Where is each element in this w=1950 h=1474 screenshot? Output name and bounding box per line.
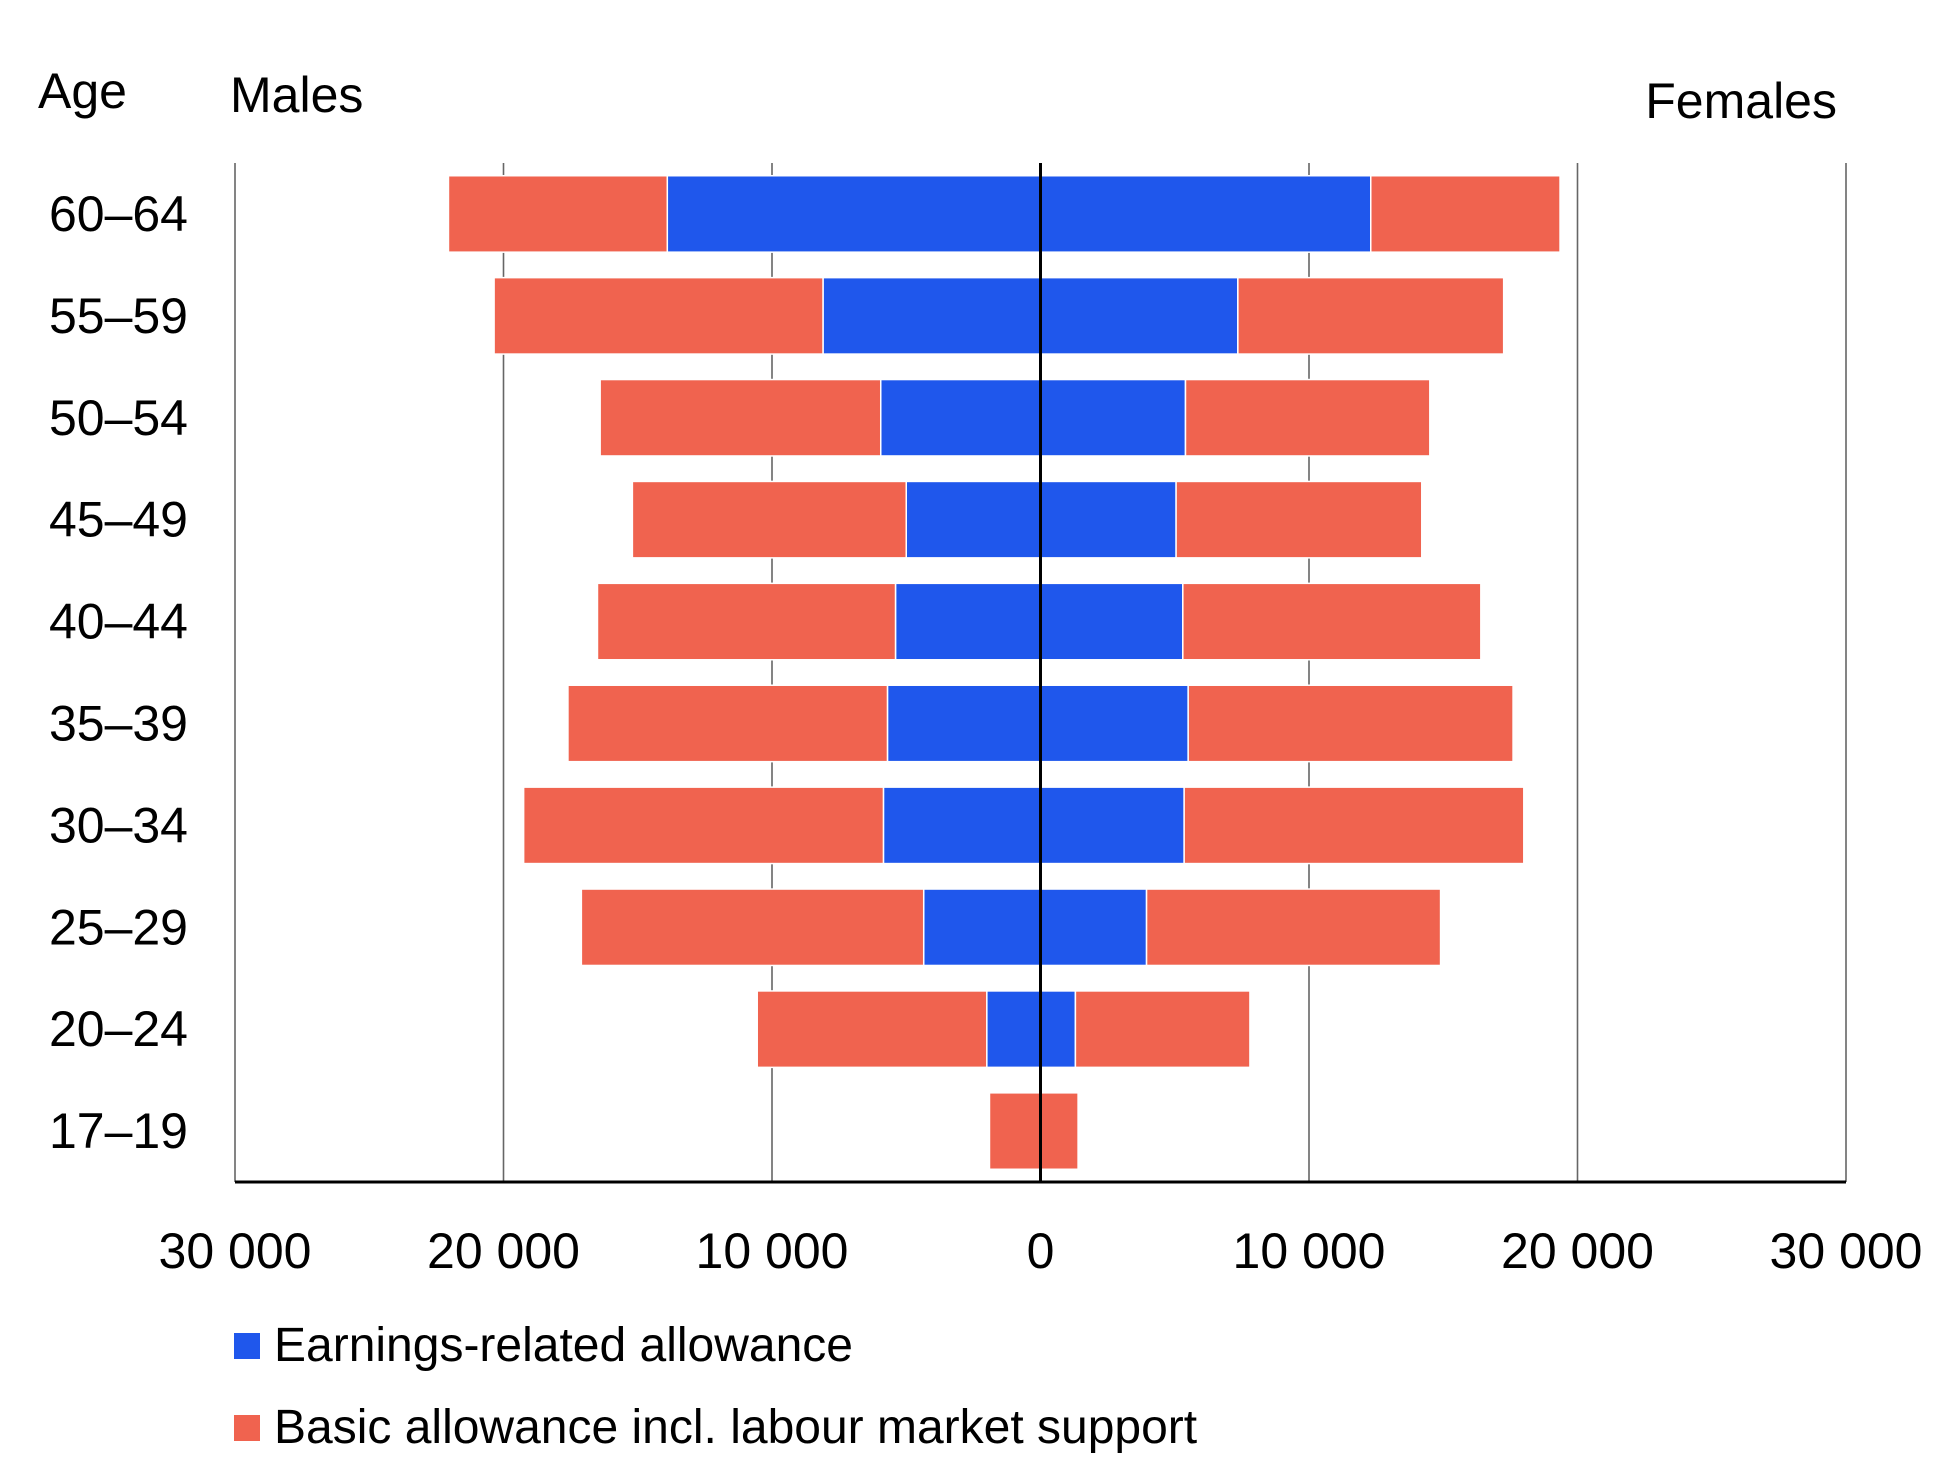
- legend-swatch-blue: [234, 1332, 260, 1359]
- legend-label: Earnings-related allowance: [274, 1319, 853, 1372]
- y-tick-label: 35–39: [49, 695, 188, 751]
- bar-female-earnings: [1039, 480, 1177, 559]
- bar-male-basic: [580, 888, 925, 967]
- x-tick-label: 10 000: [1233, 1223, 1386, 1279]
- bar-male-earnings: [986, 990, 1042, 1069]
- y-tick-label: 25–29: [49, 899, 188, 955]
- bar-female-earnings: [1039, 276, 1239, 355]
- bar-male-basic: [599, 378, 882, 457]
- bar-male-earnings: [882, 786, 1042, 865]
- x-tick-label: 20 000: [427, 1223, 580, 1279]
- bar-male-basic: [988, 1092, 1042, 1171]
- left-title-males: Males: [230, 67, 363, 123]
- y-tick-label: 30–34: [49, 797, 188, 853]
- bar-female-earnings: [1039, 174, 1372, 253]
- x-tick-label: 20 000: [1501, 1223, 1654, 1279]
- x-tick-label: 0: [1027, 1223, 1055, 1279]
- y-tick-label: 45–49: [49, 492, 188, 548]
- bars: [447, 174, 1561, 1171]
- bar-female-earnings: [1039, 378, 1187, 457]
- bar-female-basic: [1187, 684, 1514, 763]
- bar-female-earnings: [1039, 786, 1185, 865]
- bar-female-basic: [1039, 1092, 1079, 1171]
- bar-female-basic: [1184, 378, 1431, 457]
- bar-male-earnings: [879, 378, 1042, 457]
- bar-male-basic: [756, 990, 988, 1069]
- bar-female-earnings: [1039, 582, 1184, 661]
- bar-male-basic: [493, 276, 824, 355]
- bar-male-earnings: [905, 480, 1042, 559]
- bar-male-earnings: [922, 888, 1042, 967]
- bar-female-basic: [1237, 276, 1505, 355]
- bar-female-earnings: [1039, 684, 1189, 763]
- legend-item-basic-allowance: Basic allowance incl. labour market supp…: [234, 1400, 1197, 1455]
- legend-label: Basic allowance incl. labour market supp…: [274, 1401, 1198, 1454]
- y-tick-label: 50–54: [49, 390, 188, 446]
- bar-male-basic: [631, 480, 907, 559]
- x-tick-label: 30 000: [159, 1223, 312, 1279]
- x-tick-label: 10 000: [696, 1223, 849, 1279]
- y-tick-label: 55–59: [49, 288, 188, 344]
- bar-male-basic: [596, 582, 897, 661]
- bar-male-basic: [522, 786, 885, 865]
- bar-female-basic: [1370, 174, 1561, 253]
- bar-female-earnings: [1039, 888, 1148, 967]
- bar-male-basic: [567, 684, 889, 763]
- y-tick-label: 17–19: [49, 1103, 188, 1159]
- labels: 60–64 55–59 50–54 45–49 40–44 35–39 30–34 25–29…: [38, 63, 1922, 1279]
- right-title-females: Females: [1645, 73, 1837, 129]
- y-tick-label: 40–44: [49, 594, 188, 650]
- bar-male-earnings: [822, 276, 1042, 355]
- x-tick-label: 30 000: [1770, 1223, 1923, 1279]
- bar-female-basic: [1183, 786, 1525, 865]
- y-tick-label: 60–64: [49, 186, 188, 242]
- bar-female-basic: [1175, 480, 1423, 559]
- y-axis-title: Age: [38, 63, 127, 119]
- axes: [235, 163, 1846, 1184]
- bar-female-basic: [1182, 582, 1482, 661]
- bar-male-basic: [447, 174, 669, 253]
- bar-male-earnings: [666, 174, 1042, 253]
- legend-item-earnings-related: Earnings-related allowance: [234, 1318, 853, 1373]
- bar-female-earnings: [1039, 990, 1077, 1069]
- bar-male-earnings: [894, 582, 1042, 661]
- bar-female-basic: [1074, 990, 1251, 1069]
- bar-female-basic: [1145, 888, 1442, 967]
- legend-swatch-red: [234, 1414, 260, 1441]
- y-tick-label: 20–24: [49, 1001, 188, 1057]
- bar-male-earnings: [886, 684, 1042, 763]
